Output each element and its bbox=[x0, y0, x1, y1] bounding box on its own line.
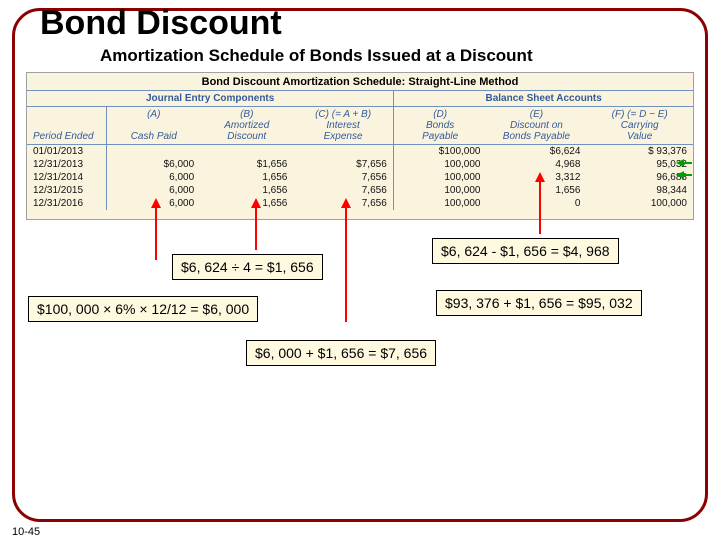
table-title: Bond Discount Amortization Schedule: Str… bbox=[27, 73, 693, 91]
arrow-col-b bbox=[246, 198, 266, 256]
cell-e: 4,968 bbox=[487, 158, 587, 171]
cell-a: $6,000 bbox=[107, 158, 200, 171]
cell-period: 12/31/2016 bbox=[27, 197, 107, 210]
cell-f: $ 93,376 bbox=[586, 145, 693, 159]
cell-f: 100,000 bbox=[586, 197, 693, 210]
page-subtitle: Amortization Schedule of Bonds Issued at… bbox=[100, 46, 533, 66]
cell-period: 12/31/2014 bbox=[27, 171, 107, 184]
page-number: 10-45 bbox=[12, 526, 40, 538]
cell-c bbox=[293, 145, 393, 159]
cell-b bbox=[200, 145, 293, 159]
cell-c: 7,656 bbox=[293, 184, 393, 197]
callout-carrying-value: $93, 376 + $1, 656 = $95, 032 bbox=[436, 290, 642, 316]
col-b: (B)AmortizedDiscount bbox=[200, 107, 293, 145]
cell-a: 6,000 bbox=[107, 184, 200, 197]
cell-d: 100,000 bbox=[393, 197, 486, 210]
cell-b: 1,656 bbox=[200, 184, 293, 197]
table-row: 12/31/20156,0001,6567,656100,0001,65698,… bbox=[27, 184, 693, 197]
amortization-table-container: Bond Discount Amortization Schedule: Str… bbox=[26, 72, 694, 220]
cell-period: 12/31/2013 bbox=[27, 158, 107, 171]
col-d: (D)BondsPayable bbox=[393, 107, 486, 145]
section-left: Journal Entry Components bbox=[27, 91, 393, 106]
callout-amortized-discount: $6, 624 ÷ 4 = $1, 656 bbox=[172, 254, 323, 280]
cell-b: $1,656 bbox=[200, 158, 293, 171]
table-row: 12/31/20146,0001,6567,656100,0003,31296,… bbox=[27, 171, 693, 184]
col-c: (C) (= A + B)InterestExpense bbox=[293, 107, 393, 145]
cell-c: 7,656 bbox=[293, 171, 393, 184]
cell-a bbox=[107, 145, 200, 159]
cell-b: 1,656 bbox=[200, 171, 293, 184]
section-headers: Journal Entry Components Balance Sheet A… bbox=[27, 91, 693, 107]
cell-d: $100,000 bbox=[393, 145, 486, 159]
table-body: 01/01/2013$100,000$6,624$ 93,37612/31/20… bbox=[27, 145, 693, 211]
cell-c: $7,656 bbox=[293, 158, 393, 171]
page-title: Bond Discount bbox=[40, 4, 282, 43]
section-right: Balance Sheet Accounts bbox=[393, 91, 693, 106]
arrow-col-a bbox=[146, 198, 166, 268]
amortization-table: Period Ended (A)Cash Paid (B)AmortizedDi… bbox=[27, 107, 693, 210]
cell-a: 6,000 bbox=[107, 171, 200, 184]
col-f: (F) (= D − E)CarryingValue bbox=[586, 107, 693, 145]
callout-discount-remaining: $6, 624 - $1, 656 = $4, 968 bbox=[432, 238, 619, 264]
cell-period: 12/31/2015 bbox=[27, 184, 107, 197]
table-row: 01/01/2013 $100,000$6,624$ 93,376 bbox=[27, 145, 693, 159]
cell-d: 100,000 bbox=[393, 171, 486, 184]
callout-cash-paid: $100, 000 × 6% × 12/12 = $6, 000 bbox=[28, 296, 258, 322]
table-row: 12/31/2013$6,000$1,656$7,656100,0004,968… bbox=[27, 158, 693, 171]
cell-f: 98,344 bbox=[586, 184, 693, 197]
cell-e: $6,624 bbox=[487, 145, 587, 159]
callout-interest-expense: $6, 000 + $1, 656 = $7, 656 bbox=[246, 340, 436, 366]
cell-d: 100,000 bbox=[393, 158, 486, 171]
arrow-green-1 bbox=[676, 158, 694, 168]
arrow-col-c bbox=[336, 198, 356, 328]
cell-d: 100,000 bbox=[393, 184, 486, 197]
col-a: (A)Cash Paid bbox=[107, 107, 200, 145]
col-e: (E)Discount onBonds Payable bbox=[487, 107, 587, 145]
table-row: 12/31/20166,0001,6567,656100,0000100,000 bbox=[27, 197, 693, 210]
arrow-green-2 bbox=[676, 170, 694, 180]
column-header-row: Period Ended (A)Cash Paid (B)AmortizedDi… bbox=[27, 107, 693, 145]
cell-period: 01/01/2013 bbox=[27, 145, 107, 159]
arrow-col-e bbox=[530, 172, 550, 242]
col-period: Period Ended bbox=[27, 107, 107, 145]
